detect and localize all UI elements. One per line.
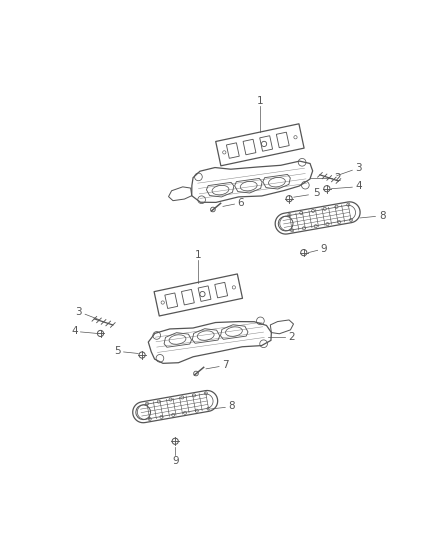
Text: 2: 2 — [334, 173, 341, 183]
Text: 8: 8 — [379, 211, 385, 221]
Text: 1: 1 — [257, 96, 263, 106]
Text: 1: 1 — [195, 250, 201, 260]
Text: 8: 8 — [228, 401, 235, 411]
Text: 3: 3 — [355, 163, 362, 173]
Text: 5: 5 — [114, 346, 121, 356]
Text: 9: 9 — [172, 456, 179, 466]
Text: 2: 2 — [288, 332, 295, 342]
Text: 7: 7 — [222, 360, 229, 370]
Text: 4: 4 — [71, 326, 78, 336]
Text: 9: 9 — [321, 244, 327, 254]
Text: 3: 3 — [76, 307, 82, 317]
Text: 4: 4 — [355, 181, 362, 191]
Text: 6: 6 — [237, 198, 244, 207]
Text: 5: 5 — [313, 188, 319, 198]
